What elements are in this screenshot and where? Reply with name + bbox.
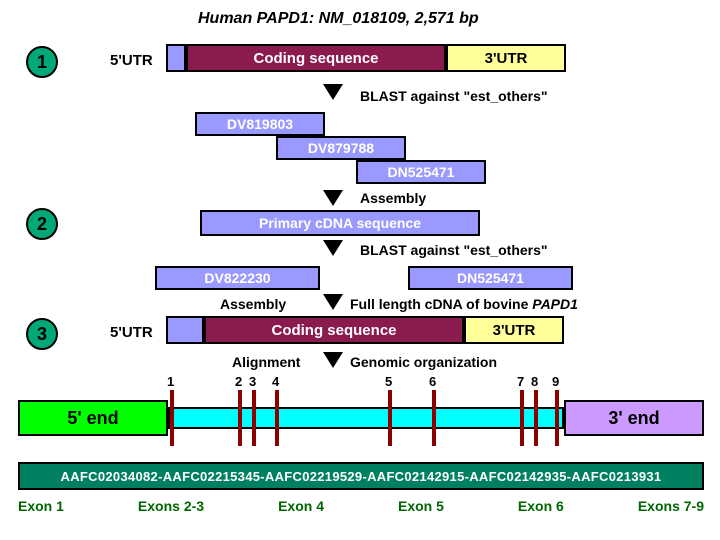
exon-label: Exon 6: [518, 498, 564, 514]
blast2-label: BLAST against "est_others": [360, 242, 548, 258]
exon-tick-number: 2: [235, 374, 242, 389]
exon-label-row: Exon 1 Exons 2-3 Exon 4 Exon 5 Exon 6 Ex…: [18, 498, 704, 514]
exon-label: Exons 2-3: [138, 498, 204, 514]
step-3-badge: 3: [26, 318, 58, 350]
exon-tick: [238, 390, 242, 446]
genomic-mid-bar: [168, 407, 564, 429]
exon-tick-number: 6: [429, 374, 436, 389]
three-end-box: 3' end: [564, 400, 704, 436]
est-dn525471: DN525471: [356, 160, 486, 184]
utr5-box-1: [166, 44, 186, 72]
utr5-label-1: 5'UTR: [110, 52, 153, 69]
exon-label: Exon 1: [18, 498, 64, 514]
est-dn525471-2: DN525471: [408, 266, 573, 290]
exon-label: Exon 5: [398, 498, 444, 514]
exon-tick: [555, 390, 559, 446]
arrow-4: [323, 294, 343, 310]
alignment-label: Alignment: [232, 354, 300, 370]
utr3-box-3: 3'UTR: [464, 316, 564, 344]
exon-tick: [534, 390, 538, 446]
coding-box-3: Coding sequence: [204, 316, 464, 344]
exon-label: Exon 4: [278, 498, 324, 514]
primary-cdna-box: Primary cDNA sequence: [200, 210, 480, 236]
arrow-5: [323, 352, 343, 368]
title: Human PAPD1: NM_018109, 2,571 bp: [198, 10, 479, 28]
exon-tick-number: 3: [249, 374, 256, 389]
genomic-label: Genomic organization: [350, 354, 497, 370]
blast1-label: BLAST against "est_others": [360, 88, 548, 104]
exon-tick-number: 1: [167, 374, 174, 389]
utr5-box-3: [166, 316, 204, 344]
assembly-label-2: Assembly: [220, 296, 286, 312]
exon-tick: [432, 390, 436, 446]
utr5-label-3: 5'UTR: [110, 324, 153, 341]
exon-tick: [520, 390, 524, 446]
exon-tick-number: 5: [385, 374, 392, 389]
exon-label: Exons 7-9: [638, 498, 704, 514]
est-dv879788: DV879788: [276, 136, 406, 160]
arrow-1: [323, 84, 343, 100]
exon-tick-number: 8: [531, 374, 538, 389]
exon-tick: [388, 390, 392, 446]
est-dv822230: DV822230: [155, 266, 320, 290]
full-length-label: Full length cDNA of bovine PAPD1: [350, 296, 578, 312]
utr3-box-1: 3'UTR: [446, 44, 566, 72]
arrow-2: [323, 190, 343, 206]
exon-tick: [275, 390, 279, 446]
exon-tick-number: 7: [517, 374, 524, 389]
step-1-badge: 1: [26, 46, 58, 78]
five-end-box: 5' end: [18, 400, 168, 436]
arrow-3: [323, 240, 343, 256]
assembly-label-1: Assembly: [360, 190, 426, 206]
est-dv819803: DV819803: [195, 112, 325, 136]
exon-tick: [170, 390, 174, 446]
exon-tick-number: 4: [272, 374, 279, 389]
step-2-badge: 2: [26, 208, 58, 240]
exon-tick-number: 9: [552, 374, 559, 389]
coding-box-1: Coding sequence: [186, 44, 446, 72]
accession-bar: AAFC02034082-AAFC02215345-AAFC02219529-A…: [18, 462, 704, 490]
exon-tick: [252, 390, 256, 446]
